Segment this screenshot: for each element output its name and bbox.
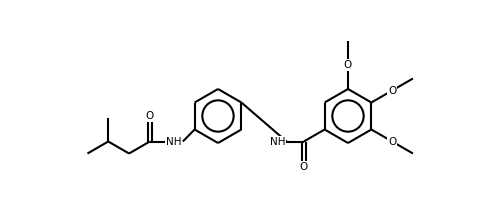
Text: O: O bbox=[344, 60, 352, 70]
Text: O: O bbox=[300, 162, 308, 172]
Text: NH: NH bbox=[270, 136, 285, 146]
Text: O: O bbox=[388, 136, 396, 146]
Text: NH: NH bbox=[166, 136, 182, 146]
Text: O: O bbox=[146, 111, 154, 121]
Text: O: O bbox=[388, 86, 396, 95]
